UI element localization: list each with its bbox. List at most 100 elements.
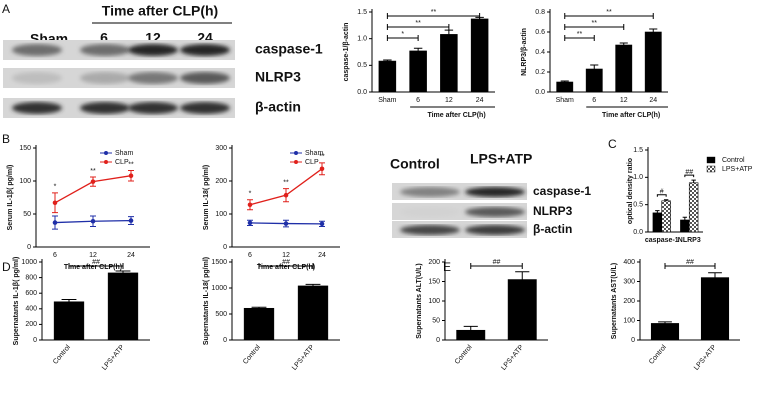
significance-bracket bbox=[386, 24, 450, 30]
blot-band bbox=[465, 187, 525, 197]
y-tick-label: 1.0 bbox=[357, 36, 367, 43]
significance: ** bbox=[606, 9, 612, 16]
blot-band bbox=[465, 225, 525, 235]
y-axis-label: optical density ratio bbox=[627, 158, 634, 224]
blot-header: Time after CLP(h) bbox=[102, 3, 218, 19]
blot-band bbox=[12, 102, 62, 114]
blot-band bbox=[180, 102, 230, 114]
point bbox=[52, 220, 58, 225]
blot-row-label: NLRP3 bbox=[255, 69, 301, 85]
point bbox=[52, 200, 58, 206]
bar bbox=[652, 212, 663, 233]
x-tick-label: Control bbox=[648, 344, 668, 366]
x-tick-label: LPS+ATP bbox=[693, 344, 718, 372]
y-tick-label: 150 bbox=[428, 278, 440, 285]
y-tick-label: 50 bbox=[23, 211, 31, 218]
x-axis-label: Time after CLP(h) bbox=[427, 112, 485, 119]
bar bbox=[700, 277, 730, 341]
x-axis-label: Time after CLP(h) bbox=[602, 112, 660, 119]
error-bar bbox=[691, 179, 696, 183]
point bbox=[247, 220, 253, 226]
blot-band bbox=[400, 225, 460, 235]
y-tick-label: 100 bbox=[19, 178, 31, 185]
legend-label: CLP bbox=[115, 159, 129, 166]
y-axis-label: Supernatants ALT(U/L) bbox=[416, 263, 423, 338]
y-tick-label: 1000 bbox=[211, 285, 227, 292]
significance-bracket bbox=[564, 13, 654, 19]
point bbox=[90, 179, 96, 184]
error-bar bbox=[463, 325, 478, 331]
x-tick-label: 12 bbox=[89, 252, 97, 259]
bar bbox=[650, 323, 680, 341]
y-tick-label: 200 bbox=[25, 321, 37, 328]
panel-letter: E bbox=[443, 260, 451, 274]
y-tick-label: 0.8 bbox=[535, 9, 545, 16]
blot-band bbox=[128, 72, 178, 84]
panel-letter: C bbox=[608, 137, 617, 151]
error-bar bbox=[658, 321, 672, 324]
y-tick-label: 0.0 bbox=[357, 89, 367, 96]
x-tick-label: 6 bbox=[248, 252, 252, 259]
y-tick-label: 0.0 bbox=[535, 89, 545, 96]
legend-label: LPS+ATP bbox=[722, 166, 753, 173]
significance: ## bbox=[686, 259, 694, 266]
blot-row-label: β-actin bbox=[255, 99, 301, 115]
point bbox=[128, 218, 134, 223]
error-bar bbox=[560, 80, 569, 82]
error-bar bbox=[663, 199, 669, 201]
y-tick-label: 400 bbox=[623, 259, 635, 266]
y-tick-label: 200 bbox=[215, 178, 227, 185]
significance-bracket bbox=[386, 35, 419, 41]
bar bbox=[644, 31, 662, 93]
x-tick-label: LPS+ATP bbox=[291, 344, 316, 372]
blot-row-label: NLRP3 bbox=[533, 204, 573, 218]
significance: * bbox=[401, 31, 404, 38]
y-tick-label: 0.6 bbox=[535, 29, 545, 36]
blot-row-label: caspase-1 bbox=[533, 184, 591, 198]
y-tick-label: 0.0 bbox=[633, 229, 643, 236]
error-bar bbox=[383, 59, 392, 62]
error-bar bbox=[413, 47, 423, 51]
bar bbox=[107, 272, 139, 341]
blot-band bbox=[80, 44, 130, 56]
y-tick-label: 300 bbox=[623, 278, 635, 285]
blot-header: LPS+ATP bbox=[470, 151, 532, 167]
significance: ** bbox=[431, 9, 437, 16]
x-tick-label: 6 bbox=[592, 97, 596, 104]
y-tick-label: 1.0 bbox=[633, 174, 643, 181]
significance: ** bbox=[319, 154, 325, 161]
y-tick-label: 600 bbox=[25, 290, 37, 297]
y-tick-label: 0 bbox=[223, 337, 227, 344]
significance: # bbox=[660, 189, 664, 196]
error-bar bbox=[251, 306, 267, 309]
y-tick-label: 0 bbox=[631, 337, 635, 344]
significance: ** bbox=[415, 20, 421, 27]
y-tick-label: 400 bbox=[25, 306, 37, 313]
y-tick-label: 0 bbox=[223, 244, 227, 251]
y-tick-label: 300 bbox=[215, 145, 227, 152]
bar bbox=[615, 44, 633, 93]
panel-letter: A bbox=[2, 2, 10, 16]
x-tick-label: 24 bbox=[476, 97, 484, 104]
x-tick-label: NLRP3 bbox=[678, 237, 701, 244]
legend-label: Control bbox=[722, 157, 745, 164]
x-tick-label: 24 bbox=[318, 252, 326, 259]
y-tick-label: 1500 bbox=[211, 259, 227, 266]
point bbox=[319, 166, 325, 172]
significance-bracket bbox=[564, 24, 625, 30]
blot-band bbox=[128, 102, 178, 114]
bar bbox=[440, 34, 458, 93]
blot-band bbox=[400, 207, 460, 217]
y-tick-label: 100 bbox=[428, 298, 440, 305]
bar bbox=[680, 219, 690, 233]
bar bbox=[507, 279, 537, 341]
error-bar bbox=[649, 28, 658, 32]
y-axis-label: NLRP3/β-actin bbox=[521, 28, 528, 76]
error-bar bbox=[305, 283, 321, 286]
y-tick-label: 100 bbox=[215, 211, 227, 218]
bar bbox=[378, 60, 397, 93]
y-axis-label: caspase-1/β-actin bbox=[343, 23, 350, 82]
blot-header: Control bbox=[390, 156, 440, 172]
significance: * bbox=[54, 184, 57, 191]
significance: ** bbox=[128, 161, 134, 168]
